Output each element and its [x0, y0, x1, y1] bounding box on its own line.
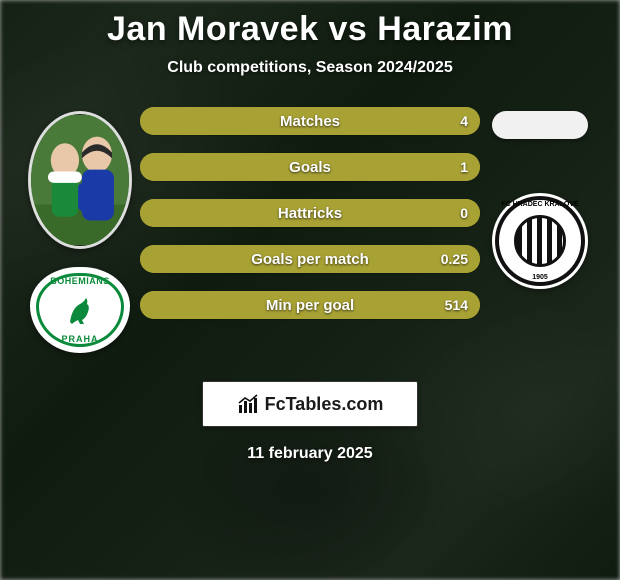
comparison-main: BOHEMIANS PRAHA Matches 4 Goals 1 Hattricks 0… [0, 107, 620, 353]
player1-photo [28, 111, 132, 249]
player2-club-crest: FC HRADEC KRÁLOVÉ 1905 [492, 193, 588, 289]
stat-value-p2: 1 [460, 159, 468, 175]
player2-photo-placeholder [492, 111, 588, 139]
stat-bar-row: Matches 4 [140, 107, 480, 135]
stat-value-p2: 0.25 [441, 251, 468, 267]
crest2-inner [514, 215, 566, 267]
player1-club-crest: BOHEMIANS PRAHA [30, 267, 130, 353]
stat-bar-row: Hattricks 0 [140, 199, 480, 227]
stat-label: Matches [280, 113, 340, 130]
comparison-date: 11 february 2025 [247, 445, 372, 463]
crest1-top-text: BOHEMIANS [50, 276, 110, 286]
crest2-bottom-text: 1905 [492, 274, 588, 281]
stat-bar-row: Goals 1 [140, 153, 480, 181]
stat-bars-container: Matches 4 Goals 1 Hattricks 0 Goals per match 0… [140, 107, 480, 319]
stat-label: Hattricks [278, 205, 342, 222]
player1-column: BOHEMIANS PRAHA [20, 107, 140, 353]
page-subtitle: Club competitions, Season 2024/2025 [167, 59, 452, 77]
player1-photo-svg [31, 111, 129, 249]
stat-value-p2: 514 [445, 297, 468, 313]
brand-name: FcTables.com [265, 394, 384, 415]
crest2-top-text: FC HRADEC KRÁLOVÉ [492, 201, 588, 208]
brand-chart-icon [237, 393, 259, 415]
stat-label: Min per goal [266, 297, 354, 314]
page-title: Jan Moravek vs Harazim [107, 10, 513, 49]
stat-label: Goals [289, 159, 331, 176]
stat-bar-row: Goals per match 0.25 [140, 245, 480, 273]
brand-box[interactable]: FcTables.com [202, 381, 418, 427]
stat-value-p2: 4 [460, 113, 468, 129]
player2-column: FC HRADEC KRÁLOVÉ 1905 [480, 107, 600, 289]
stat-value-p2: 0 [460, 205, 468, 221]
stat-label: Goals per match [251, 251, 369, 268]
crest1-bottom-text: PRAHA [61, 334, 98, 344]
content-wrapper: Jan Moravek vs Harazim Club competitions… [0, 0, 620, 580]
stat-bar-row: Min per goal 514 [140, 291, 480, 319]
